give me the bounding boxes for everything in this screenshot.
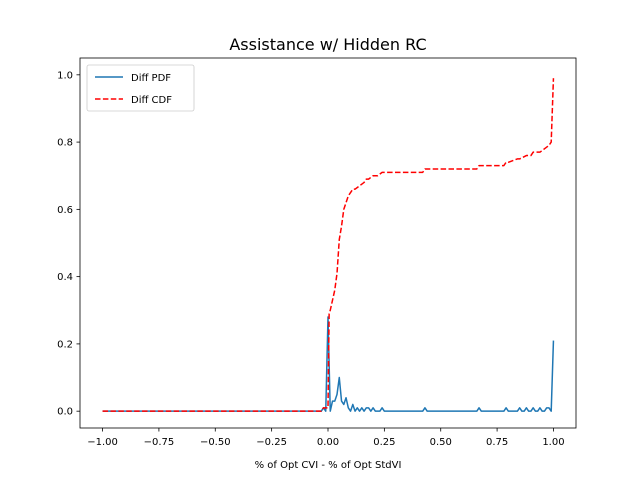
y-tick-label: 0.4 (57, 272, 73, 283)
series-line-diff-pdf (102, 316, 555, 412)
y-tick-label: 0.6 (57, 205, 73, 216)
legend: Diff PDF Diff CDF (86, 64, 195, 112)
x-tick-label: −0.50 (200, 437, 231, 448)
x-tick-label: 1.00 (542, 437, 564, 448)
y-tick-label: 0.2 (57, 339, 73, 350)
x-tick-label: −1.00 (87, 437, 118, 448)
x-tick-label: −0.75 (144, 437, 175, 448)
y-tick-label: 0.0 (57, 407, 73, 418)
x-tick-label: −0.25 (256, 437, 287, 448)
x-tick-label: 0.75 (486, 437, 508, 448)
legend-label-diff-pdf: Diff PDF (131, 73, 171, 84)
y-axis: 0.0 0.2 0.4 0.6 0.8 1.0 (57, 70, 80, 418)
legend-label-diff-cdf: Diff CDF (131, 95, 172, 106)
y-tick-label: 1.0 (57, 70, 73, 81)
x-axis: −1.00 −0.75 −0.50 −0.25 0.00 0.25 0.50 0.75 1.00 (87, 428, 565, 448)
x-axis-label: % of Opt CVI - % of Opt StdVI (255, 460, 402, 471)
x-tick-label: 0.00 (317, 437, 339, 448)
x-tick-label: 0.25 (373, 437, 395, 448)
series-line-diff-cdf (102, 78, 555, 412)
x-tick-label: 0.50 (430, 437, 452, 448)
chart-title: Assistance w/ Hidden RC (229, 35, 426, 54)
y-tick-label: 0.8 (57, 138, 73, 149)
